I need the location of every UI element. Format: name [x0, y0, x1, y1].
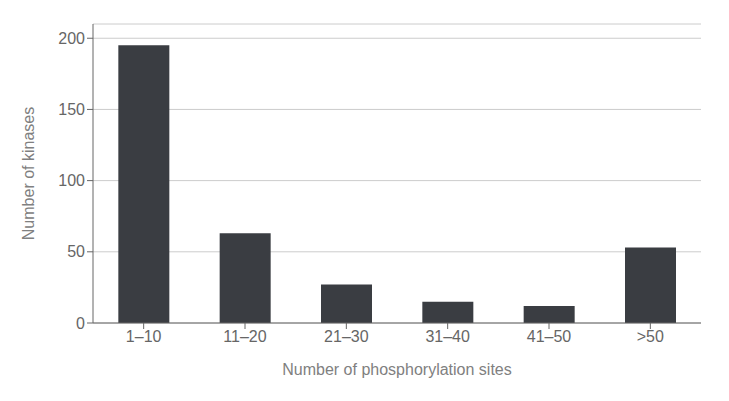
- svg-text:Number of phosphorylation site: Number of phosphorylation sites: [282, 361, 511, 378]
- svg-text:50: 50: [67, 243, 85, 260]
- svg-text:21–30: 21–30: [324, 328, 369, 345]
- svg-text:>50: >50: [637, 328, 664, 345]
- svg-text:41–50: 41–50: [527, 328, 572, 345]
- svg-text:11–20: 11–20: [223, 328, 266, 345]
- svg-text:Number of kinases: Number of kinases: [20, 107, 37, 240]
- svg-text:200: 200: [58, 30, 85, 47]
- svg-text:0: 0: [76, 315, 85, 332]
- svg-text:1–10: 1–10: [126, 328, 162, 345]
- svg-text:150: 150: [58, 101, 85, 118]
- svg-text:100: 100: [58, 172, 85, 189]
- svg-text:31–40: 31–40: [425, 328, 470, 345]
